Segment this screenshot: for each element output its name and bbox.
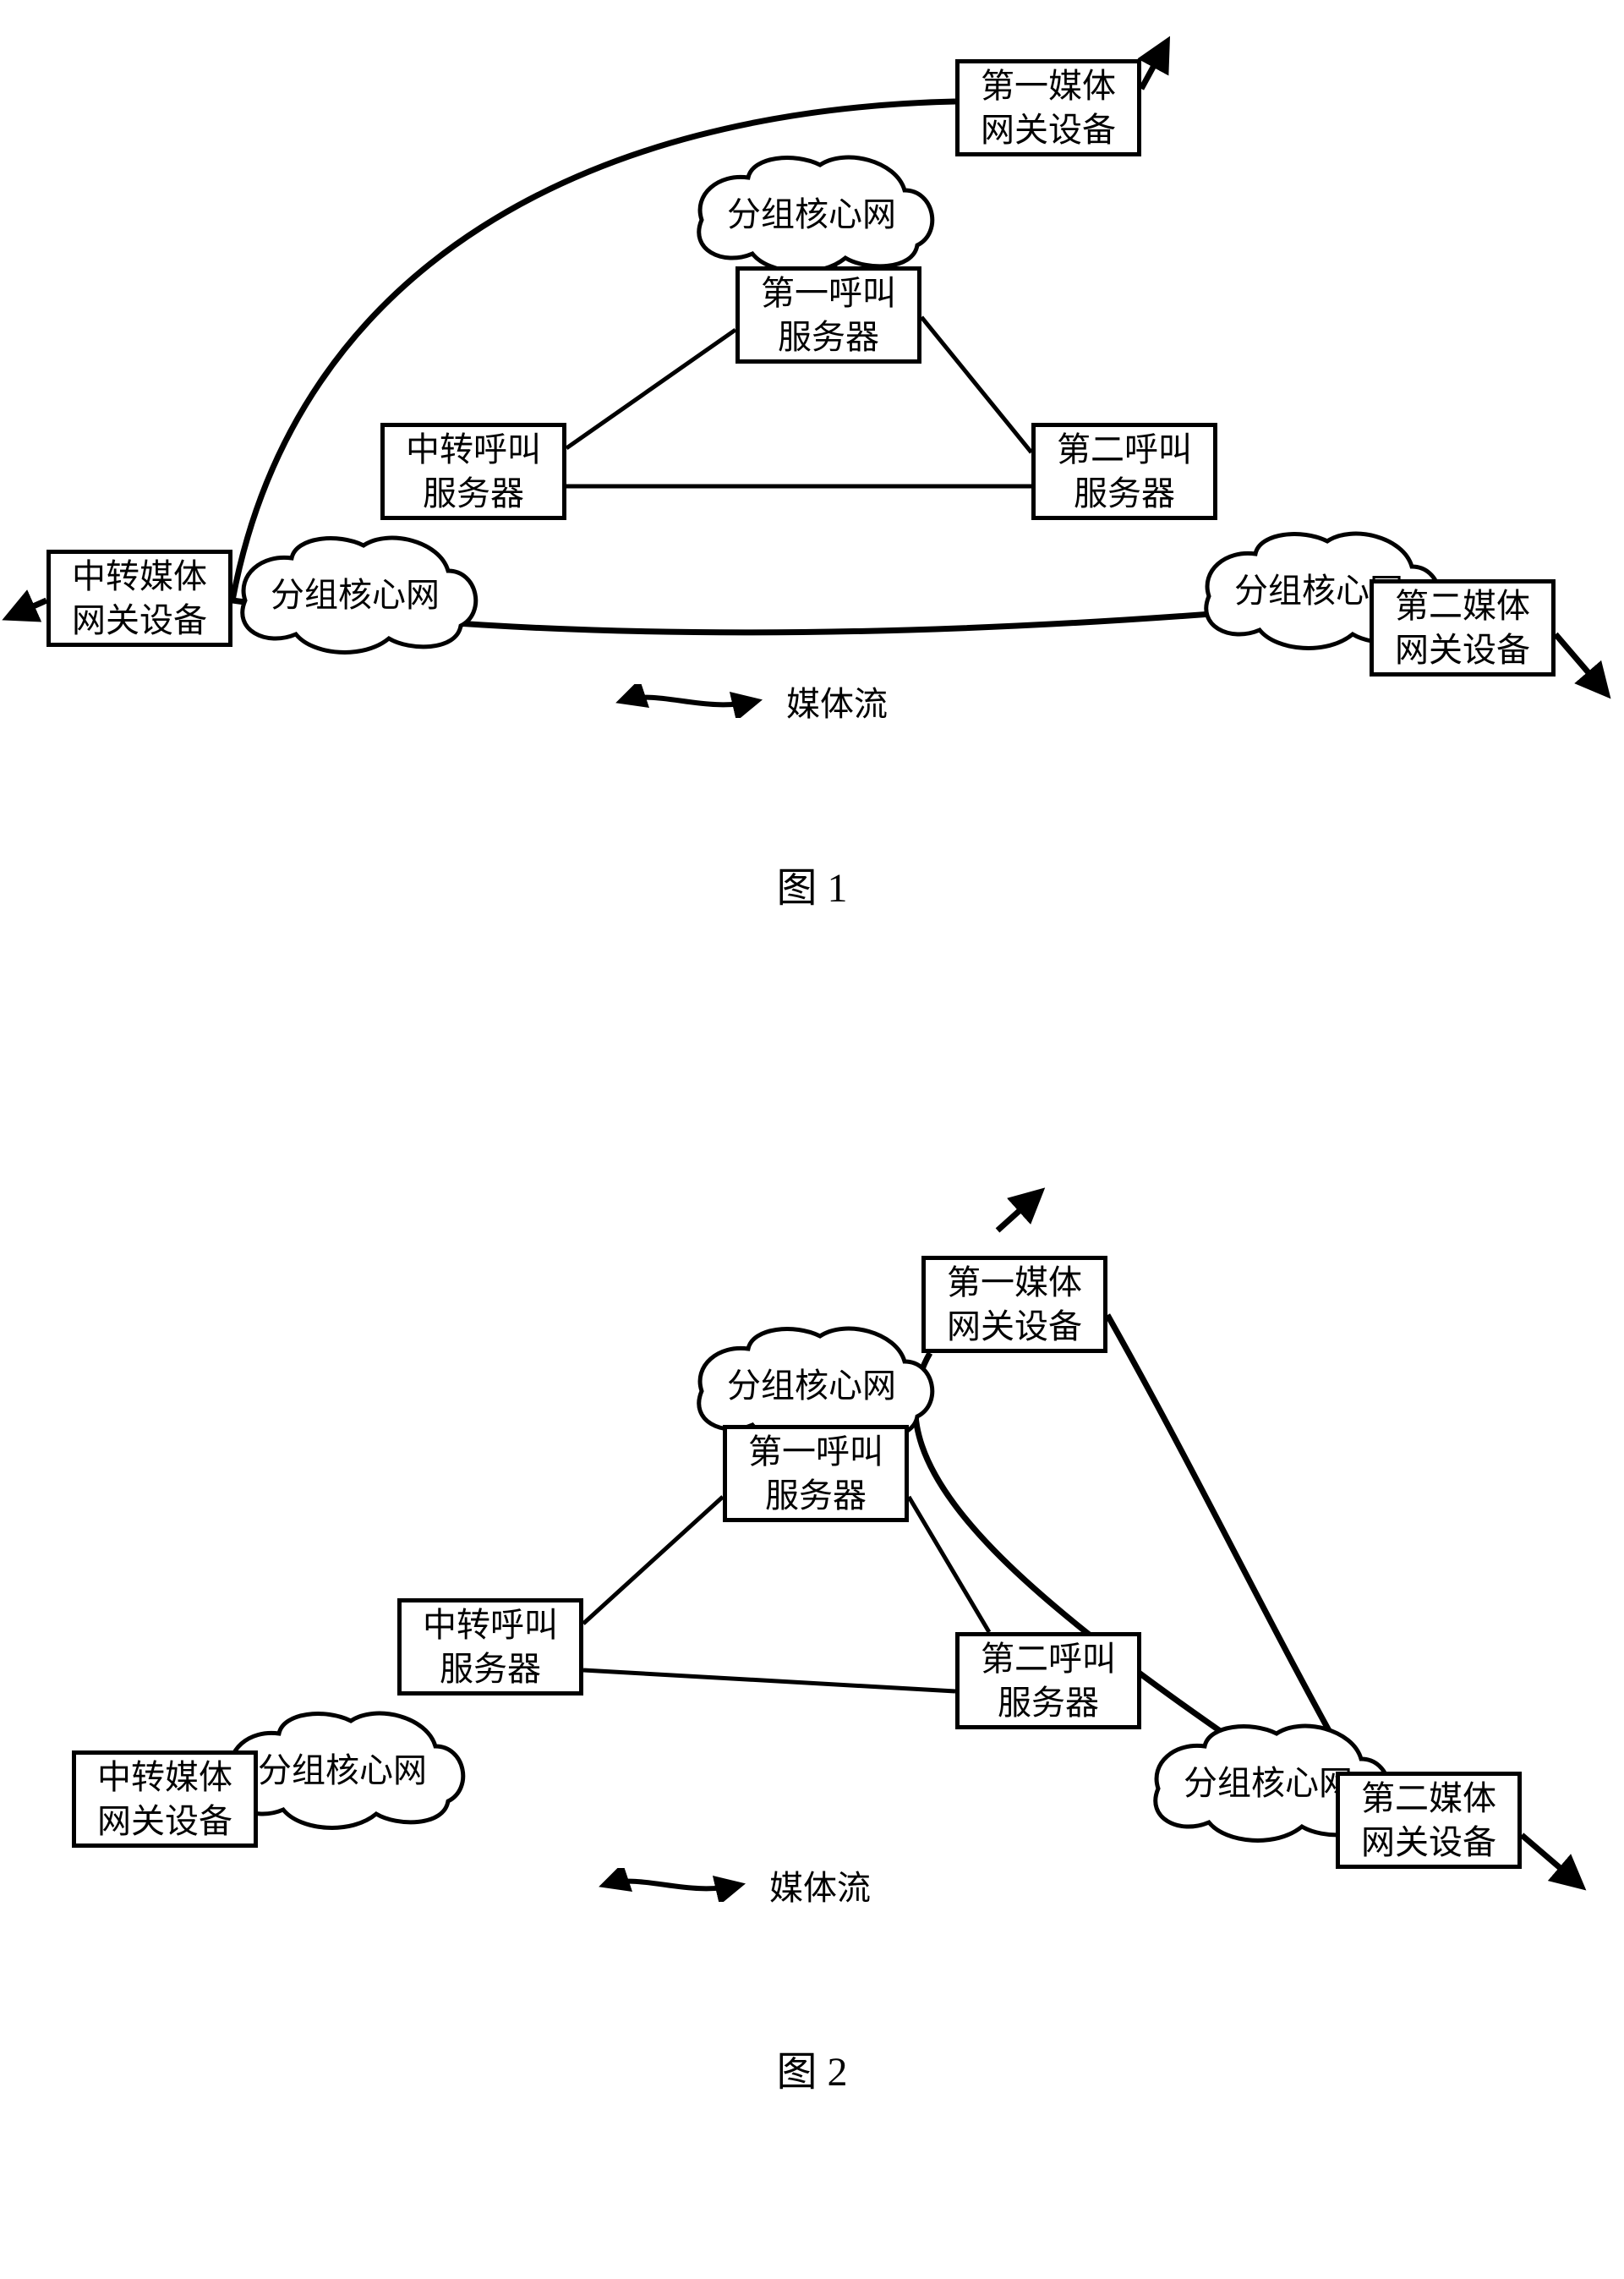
cloud-2-label-2: 分组核心网	[258, 1743, 427, 1792]
media-flow-2b	[1107, 1315, 1361, 1789]
relay-call-server-box: 中转呼叫 服务器	[380, 423, 566, 520]
second-call-server-l1: 第二呼叫	[1057, 428, 1192, 472]
first-call-server-box-2: 第一呼叫 服务器	[723, 1425, 909, 1522]
first-media-gateway-l1: 第一媒体	[981, 64, 1116, 108]
first-call-server-box: 第一呼叫 服务器	[735, 266, 921, 364]
second-media-gateway-box-2: 第二媒体 网关设备	[1336, 1772, 1522, 1869]
figure-2-label: 图 2	[0, 2038, 1624, 2097]
first-call-server-l1: 第一呼叫	[761, 271, 896, 315]
second-media-gateway-box: 第二媒体 网关设备	[1370, 579, 1556, 677]
relay-call-server-l2-2: 服务器	[440, 1647, 541, 1691]
relay-call-server-box-2: 中转呼叫 服务器	[397, 1598, 583, 1696]
second-media-gateway-l2: 网关设备	[1395, 628, 1530, 672]
second-call-server-l1-2: 第二呼叫	[981, 1637, 1116, 1681]
diagram-2: 第一媒体 网关设备 第一呼叫 服务器 中转呼叫 服务器 第二呼叫 服务器 中转媒…	[0, 1184, 1624, 1945]
first-call-server-l1-2: 第一呼叫	[748, 1430, 883, 1474]
relay-media-gateway-l1-2: 中转媒体	[97, 1756, 232, 1800]
diagram-1: 第一媒体 网关设备 第一呼叫 服务器 中转呼叫 服务器 第二呼叫 服务器 中转媒…	[0, 25, 1624, 786]
first-media-gateway-l2-2: 网关设备	[947, 1305, 1082, 1349]
second-media-gateway-l1: 第二媒体	[1395, 584, 1530, 628]
second-call-server-box: 第二呼叫 服务器	[1031, 423, 1217, 520]
media-arrow-top-2	[998, 1192, 1040, 1230]
first-call-server-l2: 服务器	[778, 315, 879, 359]
relay-media-gateway-l1: 中转媒体	[72, 555, 207, 599]
first-media-gateway-box-2: 第一媒体 网关设备	[921, 1256, 1107, 1353]
first-media-gateway-l2: 网关设备	[981, 108, 1116, 152]
media-arrow-right	[1556, 634, 1606, 693]
line-relay-first	[566, 330, 735, 448]
line-relay-first-2	[583, 1497, 723, 1624]
cloud-1-label: 分组核心网	[727, 187, 896, 236]
cloud-1: 分组核心网	[685, 156, 938, 266]
second-call-server-l2: 服务器	[1074, 472, 1175, 516]
cloud-3-label-2: 分组核心网	[1184, 1756, 1353, 1805]
relay-media-gateway-l2: 网关设备	[72, 599, 207, 643]
first-call-server-l2-2: 服务器	[765, 1474, 867, 1518]
media-arrow-left	[8, 600, 46, 617]
media-arrow-top	[1141, 42, 1167, 89]
cloud-2: 分组核心网	[228, 537, 482, 647]
figure-1-label: 图 1	[0, 854, 1624, 913]
relay-media-gateway-box: 中转媒体 网关设备	[46, 550, 232, 647]
cloud-1-label-2: 分组核心网	[727, 1358, 896, 1407]
relay-call-server-l1: 中转呼叫	[406, 428, 541, 472]
second-call-server-l2-2: 服务器	[998, 1681, 1099, 1725]
relay-call-server-l2: 服务器	[423, 472, 524, 516]
first-media-gateway-l1-2: 第一媒体	[947, 1261, 1082, 1305]
relay-call-server-l1-2: 中转呼叫	[423, 1603, 558, 1647]
relay-media-gateway-l2-2: 网关设备	[97, 1800, 232, 1843]
second-call-server-box-2: 第二呼叫 服务器	[955, 1632, 1141, 1729]
line-first-second-2	[909, 1497, 989, 1632]
second-media-gateway-l2-2: 网关设备	[1361, 1821, 1496, 1865]
cloud-1-2: 分组核心网	[685, 1328, 938, 1438]
second-media-gateway-l1-2: 第二媒体	[1361, 1777, 1496, 1821]
cloud-2-label: 分组核心网	[271, 567, 440, 616]
first-media-gateway-box: 第一媒体 网关设备	[955, 59, 1141, 156]
media-arrow-right-2	[1522, 1835, 1581, 1886]
relay-media-gateway-box-2: 中转媒体 网关设备	[72, 1750, 258, 1848]
line-first-second	[921, 317, 1031, 452]
line-relay-second-2	[583, 1670, 955, 1691]
